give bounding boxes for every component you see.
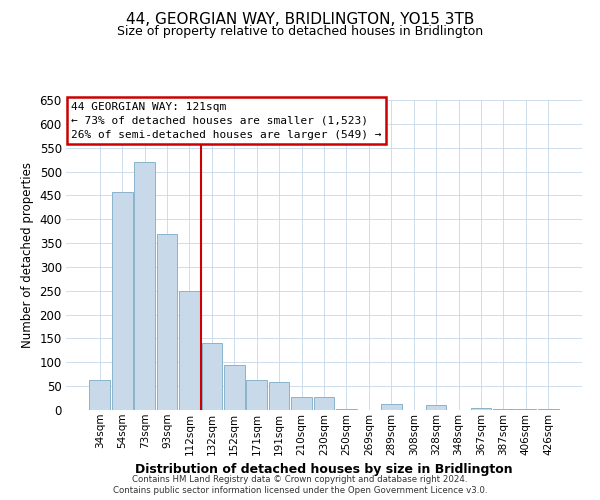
Bar — [381, 404, 401, 410]
Bar — [336, 408, 357, 410]
Text: 44, GEORGIAN WAY, BRIDLINGTON, YO15 3TB: 44, GEORGIAN WAY, BRIDLINGTON, YO15 3TB — [126, 12, 474, 28]
Bar — [538, 409, 559, 410]
Bar — [179, 291, 200, 410]
Text: Contains public sector information licensed under the Open Government Licence v3: Contains public sector information licen… — [113, 486, 487, 495]
Bar — [247, 380, 267, 410]
Bar — [269, 382, 289, 410]
Bar — [134, 162, 155, 410]
Y-axis label: Number of detached properties: Number of detached properties — [21, 162, 34, 348]
Bar — [112, 192, 133, 410]
Bar — [493, 408, 514, 410]
Bar — [202, 343, 222, 410]
Bar — [224, 364, 245, 410]
Bar — [291, 397, 312, 410]
Text: Contains HM Land Registry data © Crown copyright and database right 2024.: Contains HM Land Registry data © Crown c… — [132, 475, 468, 484]
X-axis label: Distribution of detached houses by size in Bridlington: Distribution of detached houses by size … — [135, 463, 513, 476]
Text: Size of property relative to detached houses in Bridlington: Size of property relative to detached ho… — [117, 25, 483, 38]
Text: 44 GEORGIAN WAY: 121sqm
← 73% of detached houses are smaller (1,523)
26% of semi: 44 GEORGIAN WAY: 121sqm ← 73% of detache… — [71, 102, 382, 140]
Bar — [157, 234, 178, 410]
Bar — [314, 396, 334, 410]
Bar — [89, 380, 110, 410]
Bar — [470, 408, 491, 410]
Bar — [426, 405, 446, 410]
Bar — [515, 409, 536, 410]
